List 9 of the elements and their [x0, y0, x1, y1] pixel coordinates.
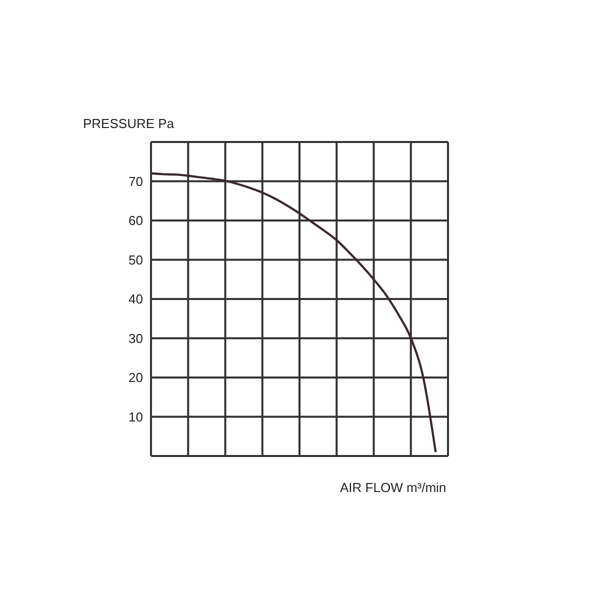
- y-tick-label: 10: [128, 409, 143, 424]
- y-tick-label: 30: [128, 330, 143, 346]
- y-tick-label: 70: [128, 174, 143, 189]
- y-axis-title: PRESSURE Pa: [83, 116, 174, 131]
- y-tick-label: 50: [128, 252, 143, 268]
- x-axis-title: AIR FLOW m³/min: [340, 480, 446, 495]
- y-tick-label: 20: [128, 370, 143, 386]
- y-tick-label: 40: [128, 292, 143, 307]
- y-tick-label: 60: [128, 213, 143, 228]
